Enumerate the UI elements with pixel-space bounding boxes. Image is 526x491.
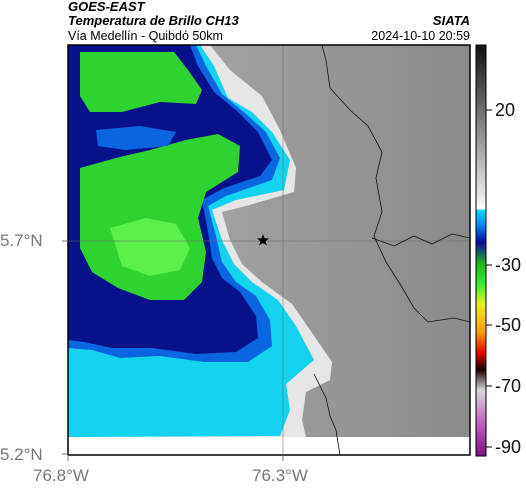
white-strip: [68, 437, 470, 455]
cloud-green-upper: [80, 52, 202, 112]
colorbar-tick-label: -50: [495, 315, 522, 335]
route-subtitle: Vía Medellín - Quibdó 50km: [68, 29, 223, 43]
cloud-blue-pocket: [96, 126, 176, 150]
star-icon: [257, 234, 269, 246]
channel-title: Temperatura de Brillo CH13: [68, 13, 239, 28]
coastline: [313, 373, 341, 455]
x-tick-label: 76.3°W: [252, 466, 308, 485]
brand-label: SIATA: [432, 13, 470, 28]
map-frame: [67, 44, 471, 456]
colorbar-tick-label: -90: [495, 437, 522, 457]
colorbar-tick-label: -30: [495, 255, 522, 275]
department-boundary-2: [371, 233, 470, 247]
y-tick-label: 5.2°N: [0, 445, 43, 464]
product-title: GOES-EAST: [68, 0, 145, 14]
cloud-green-interior: [110, 218, 190, 276]
y-tick-label: 5.7°N: [0, 231, 43, 250]
timestamp: 2024-10-10 20:59: [371, 29, 470, 43]
colorbar-tick-label: 20: [495, 100, 516, 120]
colorbar-tick-label: -70: [495, 376, 522, 396]
department-boundary: [321, 45, 470, 323]
x-tick-label: 76.8°W: [33, 466, 89, 485]
colorbar: [475, 44, 487, 457]
